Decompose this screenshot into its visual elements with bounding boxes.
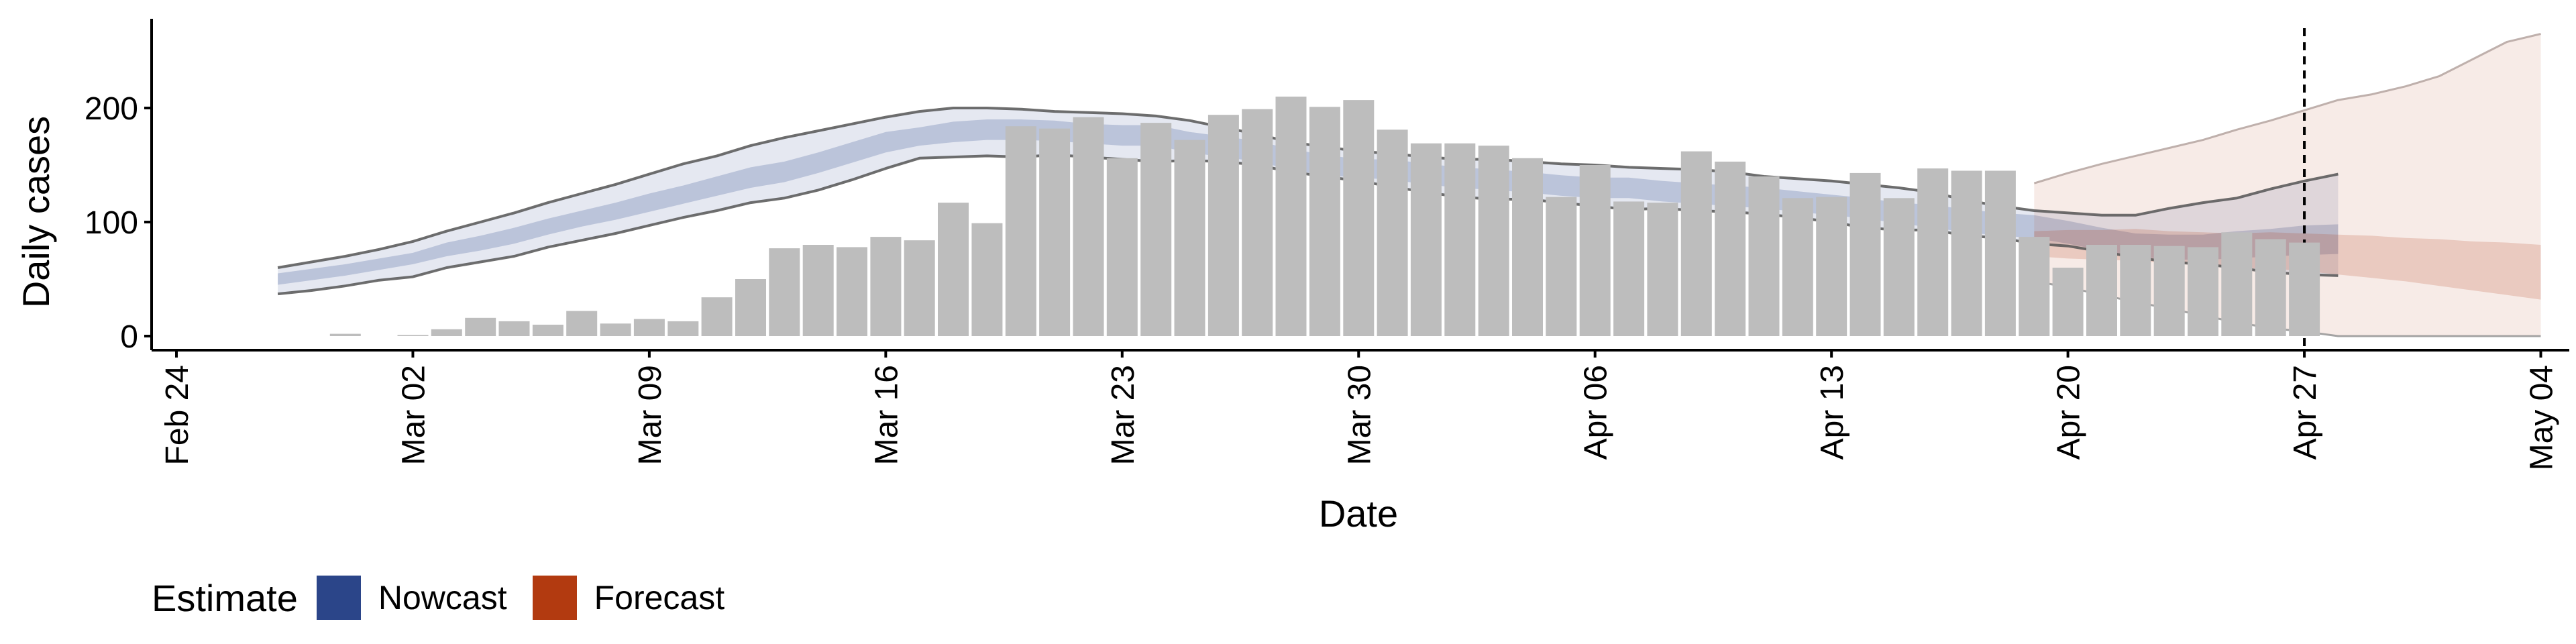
bar	[1984, 170, 2016, 336]
bar	[532, 325, 564, 336]
bar	[1748, 176, 1780, 336]
bar	[2188, 247, 2218, 336]
bar	[1039, 128, 1071, 336]
bar	[2086, 245, 2117, 336]
bar	[1647, 203, 1678, 336]
bar	[769, 248, 800, 336]
legend: Estimate Nowcast Forecast	[152, 576, 750, 620]
bar	[938, 203, 969, 336]
x-tick-label: Apr 13	[1815, 365, 1850, 460]
x-tick-label: May 04	[2524, 365, 2560, 470]
bar	[1410, 143, 1442, 336]
bar	[1140, 123, 1172, 336]
bar	[1275, 97, 1307, 336]
x-tick-label: Feb 24	[160, 365, 195, 465]
bar	[2019, 237, 2050, 336]
bar	[2052, 268, 2084, 336]
bar	[1546, 197, 1577, 336]
bar	[397, 335, 429, 336]
x-axis-title: Date	[1319, 492, 1398, 535]
bar	[1444, 143, 1476, 336]
y-axis-title: Daily cases	[15, 116, 57, 308]
bar	[1309, 107, 1340, 337]
bar	[465, 317, 496, 336]
x-tick-label: Apr 06	[1578, 365, 1614, 460]
bar	[329, 333, 361, 336]
bar	[1343, 100, 1375, 336]
x-tick-label: Mar 02	[396, 365, 432, 465]
bar	[1106, 158, 1138, 337]
bar	[904, 240, 935, 336]
y-tick-label: 200	[85, 91, 138, 127]
bar	[1073, 117, 1104, 336]
bar	[498, 321, 530, 336]
legend-label-nowcast: Nowcast	[378, 579, 507, 616]
x-tick-label: Apr 20	[2051, 365, 2087, 460]
bar	[1174, 140, 1205, 336]
bar	[870, 237, 902, 336]
x-tick-label: Apr 27	[2288, 365, 2323, 460]
bar	[735, 279, 766, 336]
bar	[667, 321, 699, 336]
x-tick-label: Mar 30	[1342, 365, 1377, 465]
bar	[566, 311, 598, 336]
bar	[1680, 151, 1712, 336]
bar	[1917, 168, 1949, 336]
legend-key-nowcast	[316, 576, 361, 620]
bar	[2153, 246, 2185, 336]
x-tick-label: Mar 09	[633, 365, 668, 465]
legend-label-forecast: Forecast	[594, 579, 725, 616]
nowcast-outer-ribbon	[278, 108, 2339, 294]
bar	[1512, 158, 1543, 337]
bar	[2120, 245, 2151, 336]
bar	[802, 245, 834, 336]
bar	[1242, 109, 1273, 336]
bar	[1816, 197, 1847, 336]
forecast-upper-line	[2033, 33, 2541, 184]
y-tick-label: 100	[85, 205, 138, 241]
bar	[701, 297, 733, 336]
bar	[1951, 170, 1982, 336]
bar	[1005, 126, 1036, 336]
bar	[1715, 161, 1746, 336]
bar	[1478, 146, 1509, 336]
bar	[1849, 172, 1881, 336]
bar	[2289, 242, 2320, 336]
bar	[1579, 165, 1611, 336]
x-tick-label: Mar 16	[869, 365, 904, 465]
bar	[1613, 201, 1645, 336]
legend-key-forecast	[532, 576, 577, 620]
bar	[837, 247, 867, 336]
bar	[971, 223, 1003, 336]
nowcast-inner-ribbon	[278, 119, 2339, 285]
forecast-lower-line	[2034, 280, 2541, 337]
bar	[2255, 239, 2286, 336]
x-tick-label: Mar 23	[1106, 365, 1141, 465]
axes-group: 0 100 200 Feb 24 Mar 02 Mar 09 Mar 16 Mar 23 Mar…	[85, 19, 2569, 470]
bar	[633, 319, 665, 336]
bar	[1782, 198, 1813, 336]
bar	[1377, 129, 1408, 337]
bar	[1208, 115, 1239, 336]
y-tick-label: 0	[120, 319, 138, 355]
bar	[2221, 232, 2253, 336]
bars-group	[329, 97, 2320, 337]
bar	[431, 329, 462, 336]
legend-title: Estimate	[152, 576, 298, 619]
bar	[1883, 198, 1915, 336]
bar	[600, 323, 631, 336]
